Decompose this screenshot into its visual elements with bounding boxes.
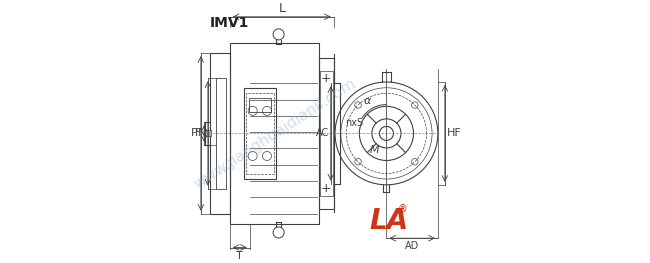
Text: L: L bbox=[278, 2, 285, 15]
Text: AC: AC bbox=[315, 128, 329, 138]
Bar bbox=[246, 93, 274, 174]
Text: P: P bbox=[191, 128, 198, 138]
Text: N: N bbox=[198, 128, 206, 138]
Text: nxS: nxS bbox=[344, 118, 363, 128]
Bar bbox=[248, 98, 271, 112]
Text: HF: HF bbox=[447, 128, 462, 138]
Text: +: + bbox=[320, 182, 331, 195]
Text: IMV1: IMV1 bbox=[210, 16, 249, 29]
Text: ®: ® bbox=[397, 204, 407, 214]
Text: +: + bbox=[320, 72, 331, 85]
Bar bbox=[244, 88, 276, 179]
Text: LA: LA bbox=[369, 207, 408, 235]
Text: www.jianghuaidianji.com: www.jianghuaidianji.com bbox=[191, 75, 359, 191]
Bar bbox=[205, 130, 211, 136]
Bar bbox=[320, 71, 333, 196]
Text: M: M bbox=[370, 145, 379, 155]
Bar bbox=[318, 58, 334, 209]
Bar bbox=[210, 53, 229, 214]
Text: T: T bbox=[237, 251, 243, 261]
Bar bbox=[229, 43, 318, 224]
Text: F: F bbox=[195, 128, 202, 138]
Text: α: α bbox=[364, 96, 371, 106]
Bar bbox=[216, 78, 226, 189]
Text: AD: AD bbox=[405, 241, 419, 251]
